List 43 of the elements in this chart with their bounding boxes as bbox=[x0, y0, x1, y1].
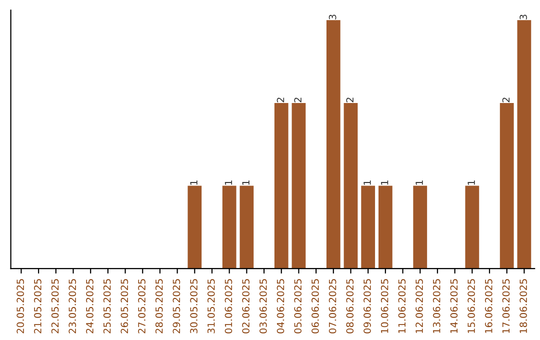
data-label: 1 bbox=[224, 180, 232, 185]
data-label: 1 bbox=[416, 180, 423, 185]
x-tick-label: 31.05.2025 bbox=[207, 279, 215, 334]
x-tick-label: 13.06.2025 bbox=[432, 279, 440, 333]
x-tick-label: 17.06.2025 bbox=[502, 279, 510, 333]
x-tick-label: 21.05.2025 bbox=[34, 279, 42, 334]
x-tick-label: 28.05.2025 bbox=[155, 279, 163, 334]
x-tick-label: 24.05.2025 bbox=[86, 279, 94, 334]
data-label: 2 bbox=[276, 98, 284, 102]
x-tick-label: 06.06.2025 bbox=[312, 279, 319, 334]
x-tick-label: 23.05.2025 bbox=[68, 279, 76, 334]
data-label: 1 bbox=[364, 180, 371, 185]
x-tick-label: 15.06.2025 bbox=[468, 279, 475, 333]
x-tick-label: 18.06.2025 bbox=[520, 279, 528, 333]
x-tick-label: 27.05.2025 bbox=[138, 279, 146, 334]
x-tick-label: 14.06.2025 bbox=[450, 279, 458, 333]
data-label: 2 bbox=[346, 98, 354, 102]
x-tick-label: 03.06.2025 bbox=[259, 279, 267, 334]
x-tick-label: 10.06.2025 bbox=[380, 279, 388, 333]
x-tick-label: 26.05.2025 bbox=[120, 279, 128, 334]
x-tick-label: 12.06.2025 bbox=[416, 279, 423, 333]
x-tick-label: 09.06.2025 bbox=[364, 279, 371, 334]
data-label: 2 bbox=[294, 98, 302, 102]
x-tick-label: 04.06.2025 bbox=[276, 279, 284, 334]
data-label: 1 bbox=[381, 180, 388, 185]
data-label: 3 bbox=[520, 14, 528, 20]
data-label: 1 bbox=[190, 180, 198, 185]
x-tick-label: 29.05.2025 bbox=[172, 279, 180, 334]
x-tick-label: 07.06.2025 bbox=[328, 279, 336, 334]
x-tick-label: 05.06.2025 bbox=[294, 279, 302, 334]
x-tick-label: 30.05.2025 bbox=[190, 279, 198, 334]
x-tick-label: 01.06.2025 bbox=[224, 279, 232, 334]
x-tick-label: 08.06.2025 bbox=[346, 279, 354, 334]
data-label: 1 bbox=[468, 180, 475, 185]
x-tick-label: 02.06.2025 bbox=[242, 279, 250, 334]
x-tick-label: 20.05.2025 bbox=[16, 279, 24, 334]
x-tick-label: 11.06.2025 bbox=[398, 279, 406, 333]
x-tick-label: 16.06.2025 bbox=[484, 279, 492, 333]
data-label: 1 bbox=[242, 180, 250, 185]
data-label: 2 bbox=[502, 98, 510, 102]
data-label: 3 bbox=[328, 14, 336, 20]
x-tick-label: 25.05.2025 bbox=[103, 279, 111, 334]
x-tick-label: 22.05.2025 bbox=[51, 279, 59, 334]
